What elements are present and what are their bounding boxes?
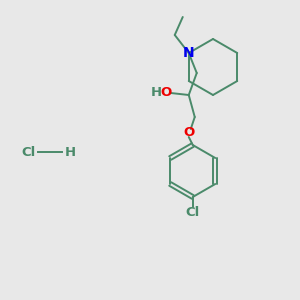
Text: H: H <box>64 146 76 158</box>
Text: Cl: Cl <box>186 206 200 218</box>
Text: H: H <box>151 85 162 98</box>
Text: O: O <box>183 127 194 140</box>
Text: O: O <box>160 85 171 98</box>
Text: N: N <box>183 46 195 60</box>
Text: Cl: Cl <box>21 146 35 158</box>
